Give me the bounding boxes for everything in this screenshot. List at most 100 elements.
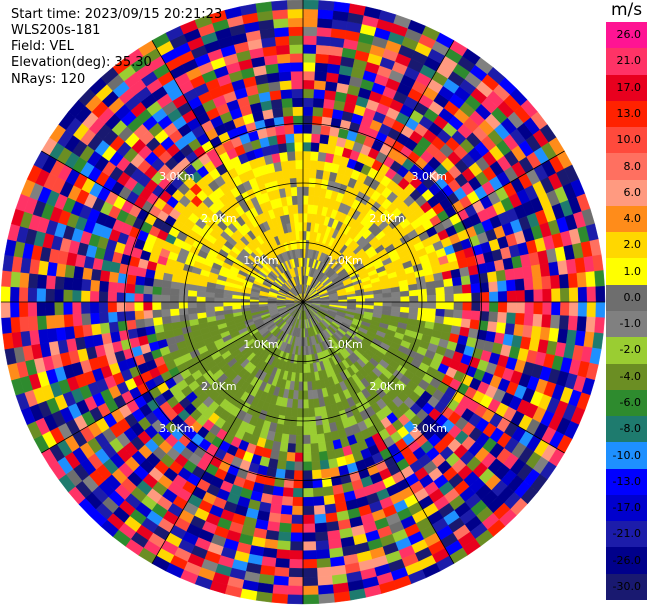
range-gate xyxy=(71,301,82,315)
range-gate xyxy=(435,286,446,296)
range-gate xyxy=(293,124,304,134)
colorbar-tick-label: -13.0 xyxy=(612,474,641,488)
range-gate xyxy=(107,301,117,313)
range-ring-label: 2.0Km xyxy=(369,212,404,225)
range-gate xyxy=(287,576,304,587)
range-gate xyxy=(444,301,455,311)
range-gate xyxy=(416,282,427,291)
range-gate xyxy=(291,505,304,516)
range-gate xyxy=(302,461,313,472)
range-gate xyxy=(326,63,341,75)
range-gate xyxy=(586,301,597,318)
range-gate xyxy=(269,143,280,155)
range-gate xyxy=(151,309,162,319)
colorbar-tick-label: -21.0 xyxy=(612,527,641,541)
colorbar-tick-label: 0.0 xyxy=(623,290,642,304)
range-gate xyxy=(302,558,318,569)
range-gate xyxy=(302,381,308,392)
range-gate xyxy=(288,168,297,179)
range-gate xyxy=(288,567,304,578)
range-gate xyxy=(302,177,310,187)
range-gate xyxy=(302,132,313,143)
range-gate xyxy=(62,289,73,303)
range-gate xyxy=(435,294,446,303)
range-gate xyxy=(523,313,534,327)
range-gate xyxy=(1,270,12,287)
range-ring-label: 1.0Km xyxy=(243,338,278,351)
range-gate xyxy=(284,186,293,197)
range-gate xyxy=(277,450,288,462)
range-gate xyxy=(302,417,310,427)
range-gate xyxy=(286,195,294,206)
range-gate xyxy=(187,301,197,309)
range-gate xyxy=(297,390,304,400)
range-gate xyxy=(255,591,273,603)
range-gate xyxy=(18,272,30,288)
range-gate xyxy=(489,301,499,313)
range-gate xyxy=(302,576,319,587)
range-gate xyxy=(187,312,198,321)
range-gate xyxy=(80,290,91,303)
range-gate xyxy=(45,301,55,316)
range-gate xyxy=(308,416,317,427)
range-gate xyxy=(290,61,304,72)
range-gate xyxy=(317,575,333,587)
range-gate xyxy=(460,318,472,329)
range-gate xyxy=(302,195,309,205)
range-gate xyxy=(302,35,318,46)
range-gate xyxy=(316,557,332,569)
range-gate xyxy=(54,288,64,303)
range-gate xyxy=(143,285,154,295)
range-gate xyxy=(160,294,171,303)
range-gate xyxy=(514,278,526,292)
range-gate xyxy=(273,566,290,578)
range-gate xyxy=(592,254,604,272)
range-gate xyxy=(296,408,304,418)
range-gate xyxy=(307,390,314,400)
range-gate xyxy=(142,301,153,311)
range-gate xyxy=(18,316,30,332)
range-gate xyxy=(577,286,588,303)
range-gate xyxy=(444,293,455,303)
range-gate xyxy=(322,107,334,119)
range-gate xyxy=(286,0,304,10)
range-gate xyxy=(592,332,604,350)
range-gate xyxy=(497,291,508,303)
range-gate xyxy=(80,301,91,314)
elevation-label: Elevation(deg): 35.30 xyxy=(11,55,152,70)
range-gate xyxy=(310,451,320,462)
range-gate xyxy=(255,1,273,13)
range-gate xyxy=(151,285,162,295)
range-gate xyxy=(287,159,297,170)
range-gate xyxy=(293,132,304,143)
range-gate xyxy=(302,496,314,507)
range-gate xyxy=(293,461,304,472)
range-ring-label: 2.0Km xyxy=(201,212,236,225)
range-gate xyxy=(302,505,315,516)
range-gate xyxy=(505,312,517,325)
range-gate xyxy=(287,17,304,28)
range-gate xyxy=(453,301,464,311)
colorbar-tick-label: 6.0 xyxy=(623,185,642,199)
range-gate xyxy=(541,314,552,329)
range-gate xyxy=(292,97,304,108)
range-gate xyxy=(307,398,315,409)
range-gate xyxy=(316,433,326,444)
range-gate xyxy=(295,168,304,179)
range-gate xyxy=(213,297,224,303)
range-gate xyxy=(325,80,338,92)
range-gate xyxy=(108,321,120,333)
range-gate xyxy=(277,62,292,73)
range-gate xyxy=(269,89,282,101)
range-gate xyxy=(523,277,534,291)
range-gate xyxy=(317,9,334,20)
range-gate xyxy=(576,316,588,332)
range-gate xyxy=(98,301,109,313)
range-gate xyxy=(302,488,314,498)
range-gate xyxy=(302,26,318,37)
range-gate xyxy=(324,89,337,101)
range-gate xyxy=(268,512,281,524)
range-gate xyxy=(151,301,162,311)
range-gate xyxy=(295,425,304,436)
range-gate xyxy=(315,53,330,64)
